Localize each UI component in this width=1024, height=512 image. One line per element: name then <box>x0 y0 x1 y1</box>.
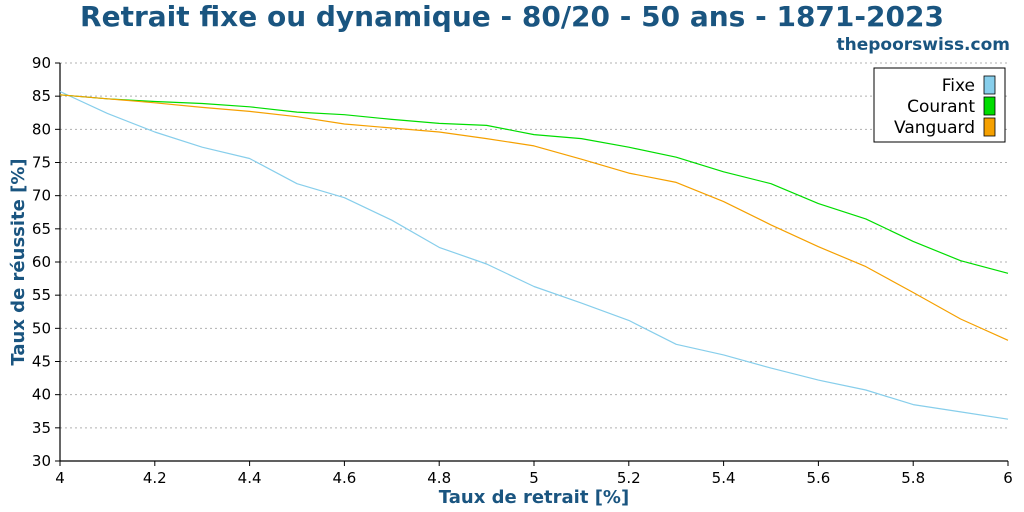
x-tick-label: 4.4 <box>238 469 262 487</box>
y-tick-label: 60 <box>32 253 51 271</box>
legend-box <box>873 67 1006 143</box>
series-line-fixe <box>59 90 1009 420</box>
legend-swatch <box>983 75 996 95</box>
y-tick-label: 65 <box>32 220 51 238</box>
y-tick-label: 70 <box>32 187 51 205</box>
y-tick-label: 80 <box>32 120 51 138</box>
legend-label: Fixe <box>942 76 975 96</box>
legend-label: Vanguard <box>894 118 975 138</box>
x-tick-label: 4.2 <box>143 469 167 487</box>
x-tick-label: 5.4 <box>712 469 736 487</box>
grid-lines <box>60 62 1008 429</box>
series-line-courant <box>59 94 1009 274</box>
x-tick-label: 5.8 <box>901 469 925 487</box>
x-tick-label: 4.6 <box>332 469 356 487</box>
chart-title: Retrait fixe ou dynamique - 80/20 - 50 a… <box>80 0 944 33</box>
y-tick-labels: 30 35 40 45 50 55 60 65 70 75 80 85 90 <box>32 54 51 470</box>
x-tick-label: 4 <box>55 469 65 487</box>
legend-label: Courant <box>907 97 975 117</box>
x-tick-label: 5.6 <box>806 469 830 487</box>
y-tick-label: 40 <box>32 386 51 404</box>
x-tick-labels: 4 4.2 4.4 4.6 4.8 5 5.2 5.4 5.6 5.8 6 <box>55 469 1013 487</box>
x-axis-label: Taux de retrait [%] <box>439 487 629 508</box>
x-tick-label: 5.2 <box>617 469 641 487</box>
series-line-vanguard <box>59 94 1009 341</box>
y-tick-label: 85 <box>32 87 51 105</box>
y-tick-label: 75 <box>32 154 51 172</box>
y-tick-label: 30 <box>32 452 51 470</box>
y-tick-label: 45 <box>32 353 51 371</box>
y-axis-label: Taux de réussite [%] <box>8 158 29 365</box>
legend-swatch <box>983 117 996 137</box>
legend-swatch <box>983 96 996 116</box>
axes <box>55 62 1009 466</box>
x-tick-label: 4.8 <box>427 469 451 487</box>
y-tick-label: 90 <box>32 54 51 72</box>
y-tick-label: 55 <box>32 286 51 304</box>
x-tick-label: 6 <box>1003 469 1013 487</box>
series-lines <box>59 90 1009 420</box>
site-watermark: thepoorswiss.com <box>836 35 1011 55</box>
x-tick-label: 5 <box>529 469 539 487</box>
y-tick-label: 50 <box>32 319 51 337</box>
y-tick-label: 35 <box>32 419 51 437</box>
